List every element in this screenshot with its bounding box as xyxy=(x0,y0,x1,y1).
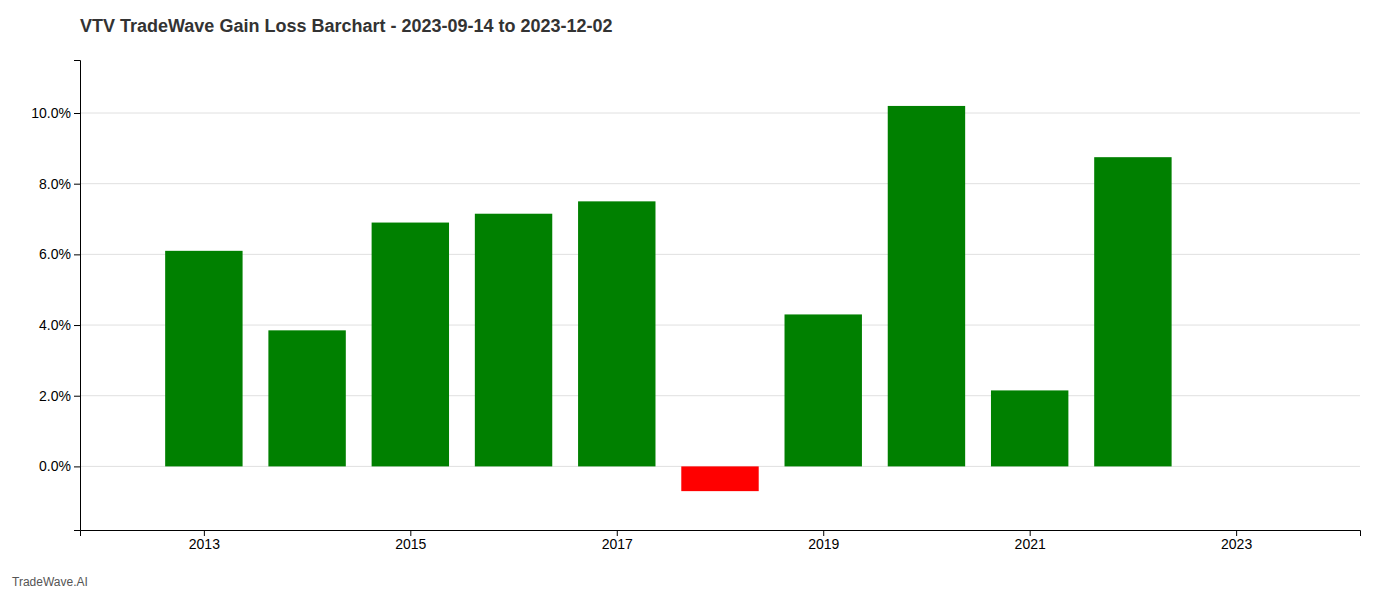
y-tick: 10.0% xyxy=(31,105,80,121)
bar xyxy=(372,223,449,467)
y-tick: 4.0% xyxy=(39,317,80,333)
x-tick: 2015 xyxy=(395,530,426,552)
tick-label: 2013 xyxy=(189,536,220,552)
tick-label: 2017 xyxy=(602,536,633,552)
tick-mark xyxy=(74,254,80,255)
bar xyxy=(785,314,862,466)
tick-label: 10.0% xyxy=(31,105,71,121)
plot: 0.0%2.0%4.0%6.0%8.0%10.0%201320152017201… xyxy=(31,61,1360,552)
tick-label: 2021 xyxy=(1015,536,1046,552)
x-tick: 2017 xyxy=(602,530,633,552)
bar xyxy=(1094,157,1171,466)
x-axis: 2013 2015 2017 2019 2021 2023 xyxy=(81,530,1361,552)
tick-label: 2015 xyxy=(395,536,426,552)
tick-label: 8.0% xyxy=(39,176,71,192)
bar xyxy=(681,466,758,491)
x-tick: 2019 xyxy=(808,530,839,552)
tick-label: 2023 xyxy=(1221,536,1252,552)
grid-line xyxy=(80,113,1360,114)
tick-mark xyxy=(74,325,80,326)
axis-line xyxy=(74,61,81,531)
y-tick: 8.0% xyxy=(39,176,80,192)
grid xyxy=(80,113,1360,466)
tick-mark xyxy=(74,466,80,467)
y-axis: 0.0% 2.0% 4.0% 6.0% 8.0% 10.0% xyxy=(31,61,80,531)
bar xyxy=(475,214,552,467)
x-tick: 2021 xyxy=(1015,530,1046,552)
tick-label: 2.0% xyxy=(39,388,71,404)
bar xyxy=(888,106,965,466)
tick-label: 0.0% xyxy=(39,458,71,474)
x-tick: 2023 xyxy=(1221,530,1252,552)
axis-line xyxy=(81,531,1361,537)
tick-label: 4.0% xyxy=(39,317,71,333)
bar xyxy=(991,390,1068,466)
tick-mark xyxy=(74,396,80,397)
tick-mark xyxy=(74,113,80,114)
x-tick: 2013 xyxy=(189,530,220,552)
chart-svg: 0.0%2.0%4.0%6.0%8.0%10.0%201320152017201… xyxy=(0,0,1400,600)
tick-label: 2019 xyxy=(808,536,839,552)
bar xyxy=(165,251,242,467)
y-tick: 0.0% xyxy=(39,458,80,474)
bars xyxy=(165,106,1171,491)
tick-label: 6.0% xyxy=(39,246,71,262)
bar xyxy=(578,201,655,466)
annotation: TradeWave.AI xyxy=(12,575,88,589)
y-tick: 2.0% xyxy=(39,388,80,404)
chart-container: 0.0%2.0%4.0%6.0%8.0%10.0%201320152017201… xyxy=(0,0,1400,600)
tick-mark xyxy=(74,184,80,185)
bar xyxy=(268,330,345,466)
title: VTV TradeWave Gain Loss Barchart - 2023-… xyxy=(80,16,613,36)
y-tick: 6.0% xyxy=(39,246,80,262)
